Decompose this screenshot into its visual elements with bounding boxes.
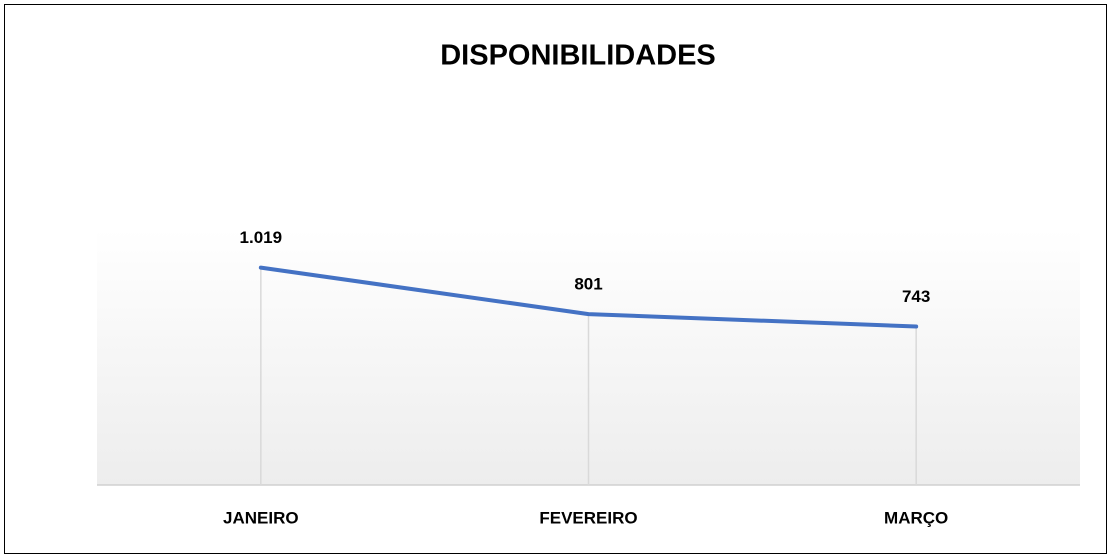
series-line bbox=[258, 265, 919, 329]
x-tick-label: FEVEREIRO bbox=[539, 508, 637, 527]
x-tick-label: JANEIRO bbox=[223, 508, 299, 527]
data-label: 801 bbox=[574, 275, 602, 294]
chart-title: DISPONIBILIDADES bbox=[440, 40, 716, 72]
data-label: 743 bbox=[902, 287, 930, 306]
data-label: 1.019 bbox=[240, 228, 283, 247]
x-tick-label: MARÇO bbox=[884, 508, 948, 527]
